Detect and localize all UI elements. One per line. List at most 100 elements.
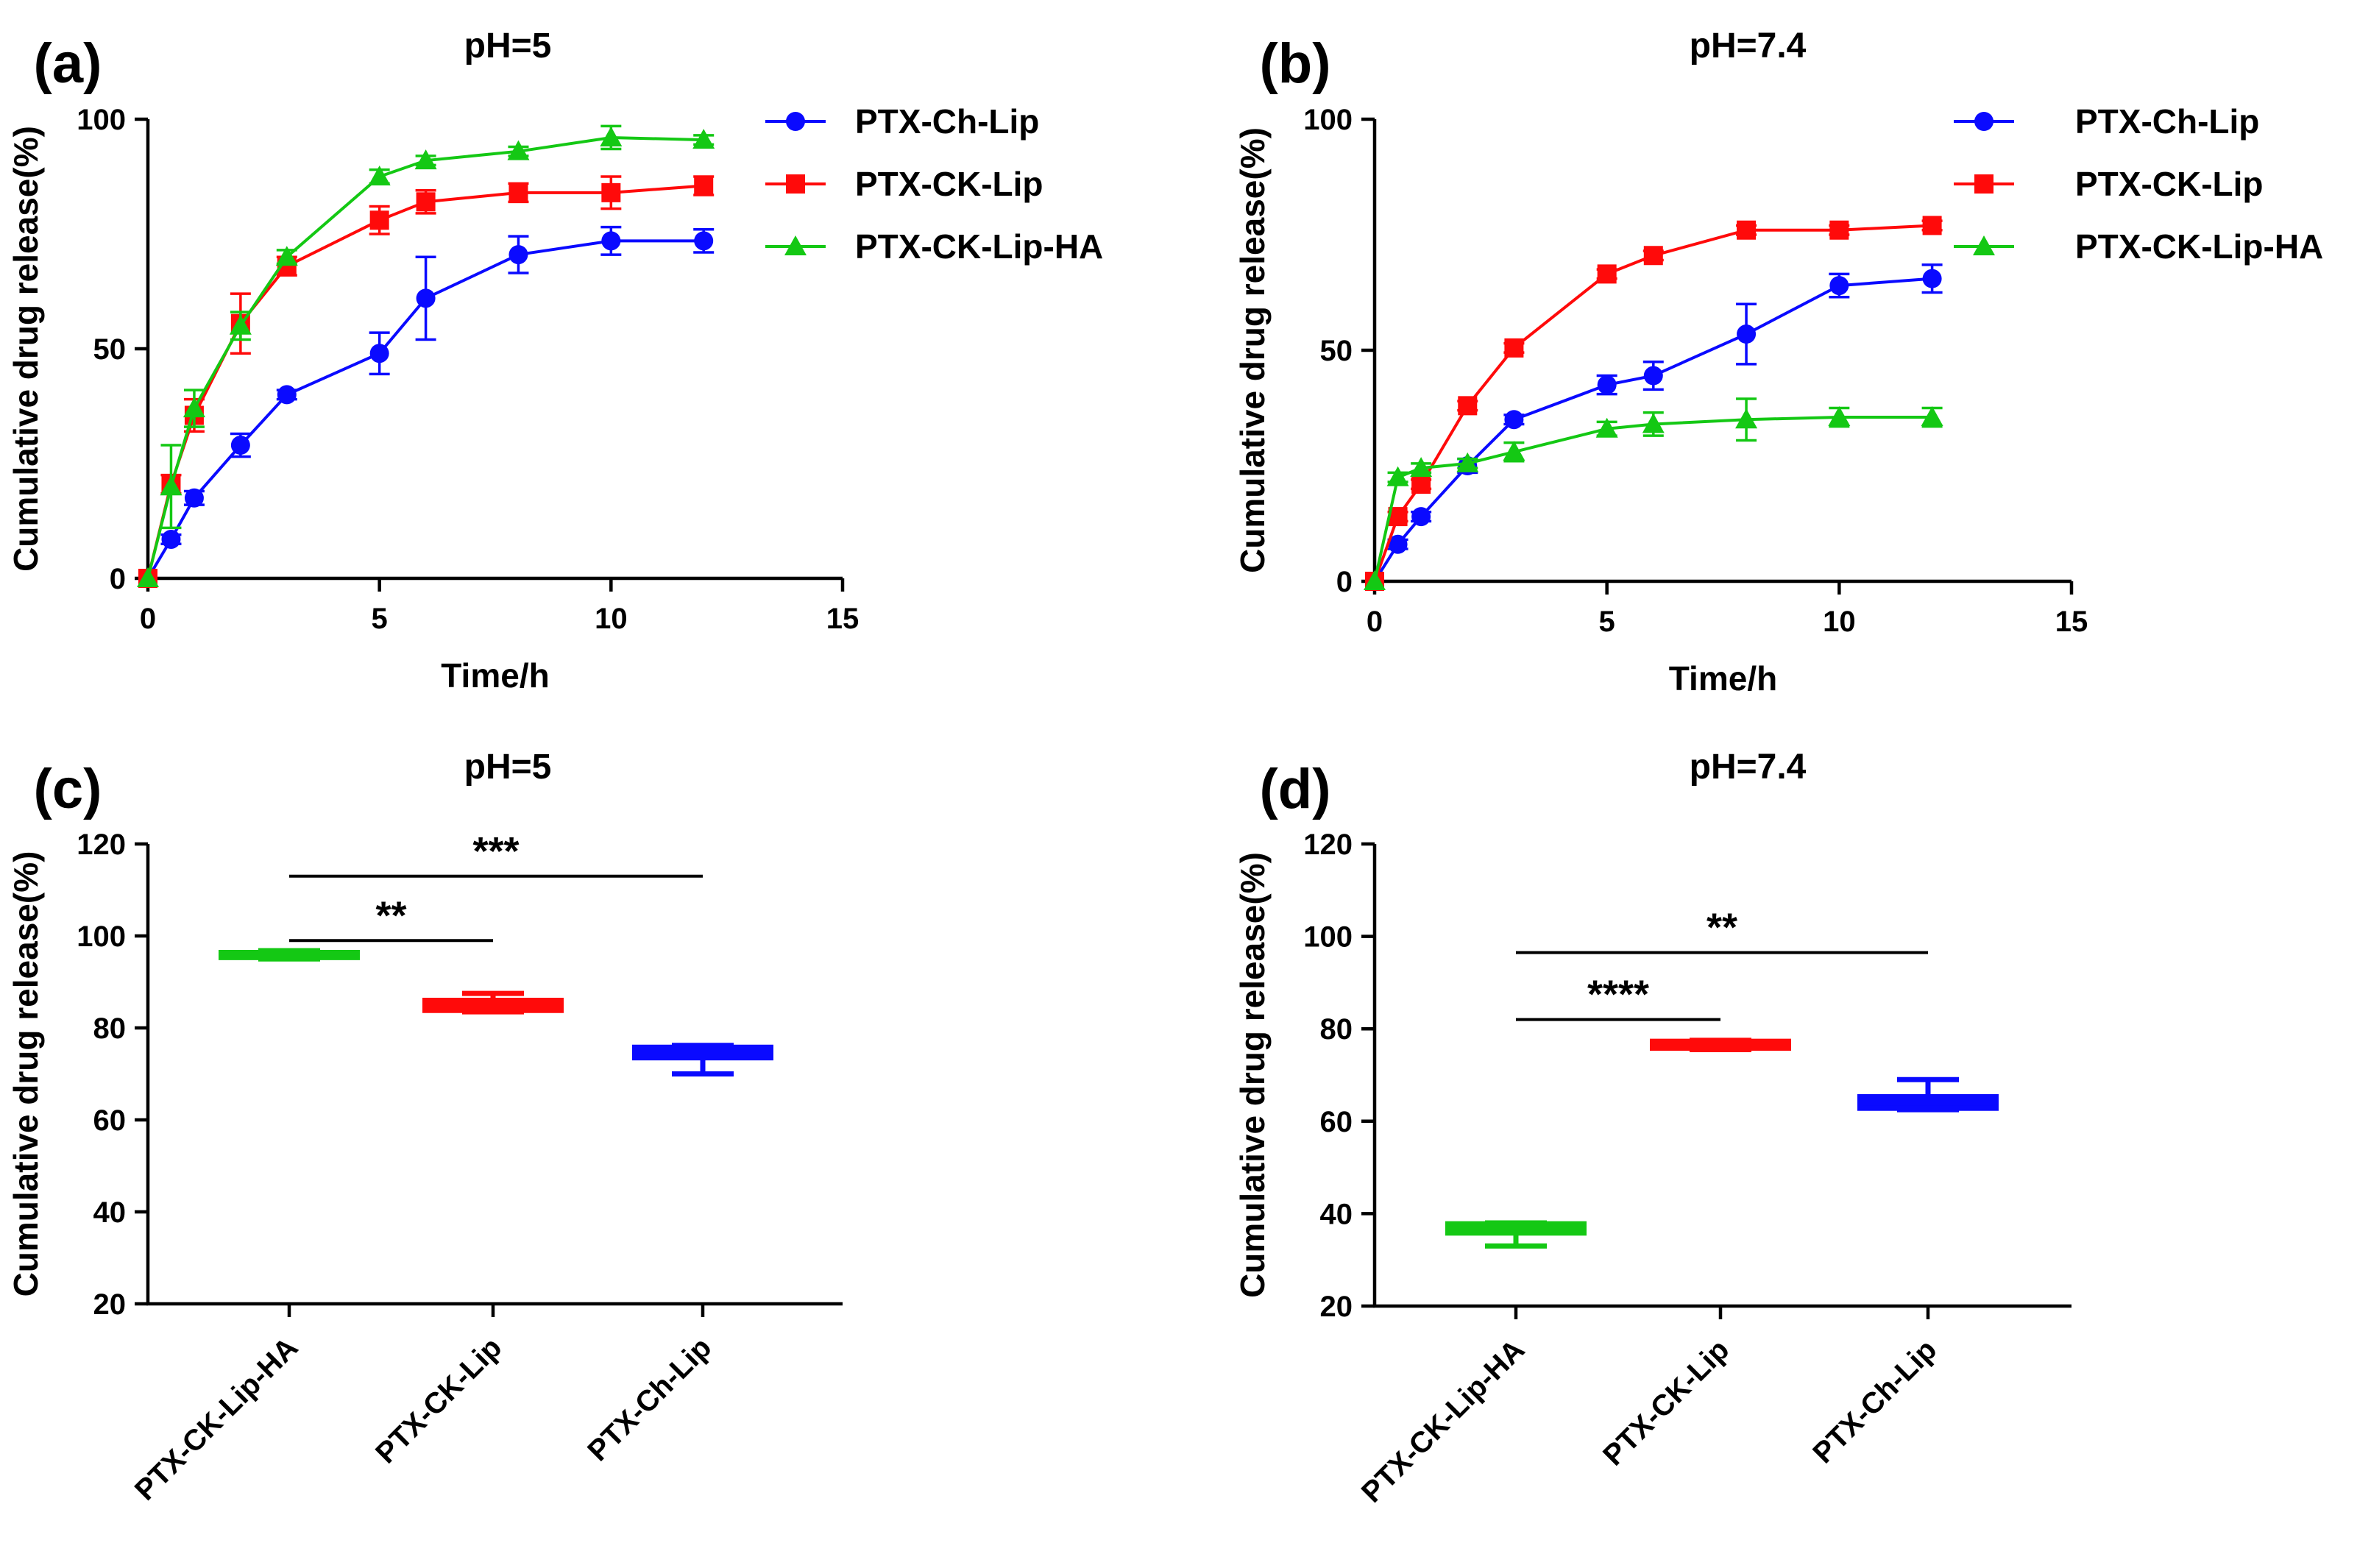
data-point	[1642, 413, 1665, 433]
data-point	[1458, 396, 1478, 416]
y-tick-label: 100	[77, 104, 126, 136]
data-point	[1828, 406, 1851, 427]
y-tick-label: 20	[93, 1288, 127, 1321]
legend-label: PTX-Ch-Lip	[2075, 102, 2259, 141]
y-tick-label: 80	[1320, 1013, 1353, 1046]
legend-marker	[1973, 235, 1995, 255]
legend-entry: PTX-CK-Lip	[1954, 165, 2264, 203]
legend-label: PTX-Ch-Lip	[855, 102, 1039, 141]
x-tick-label: 5	[1599, 606, 1615, 638]
data-point	[694, 231, 714, 251]
data-point	[692, 129, 715, 149]
chart-title: pH=7.4	[1690, 26, 1807, 65]
data-point	[1597, 264, 1617, 284]
series-PTX-CK-Lip-HA	[137, 124, 715, 587]
chart-title: pH=7.4	[1690, 748, 1807, 787]
legend-label: PTX-CK-Lip	[2075, 165, 2264, 203]
x-tick-label: 10	[595, 603, 628, 635]
y-tick-label: 60	[93, 1104, 127, 1137]
legend-entry: PTX-CK-Lip-HA	[765, 227, 1103, 266]
data-point	[229, 314, 252, 335]
data-point	[161, 529, 181, 549]
x-category-label: PTX-CK-Lip	[1597, 1333, 1735, 1472]
data-point	[1922, 216, 1942, 235]
x-tick-label: 15	[2055, 606, 2088, 638]
data-point	[368, 166, 391, 185]
legend-label: PTX-CK-Lip-HA	[2075, 227, 2323, 266]
chart-panel-a: (a) pH=5 0 50 100 Cumulative drug release(%) 0…	[7, 26, 1103, 695]
chart-panel-c: (c) pH=5 20 40 60 80 100 120 Cumulative drug rel…	[7, 748, 843, 1507]
data-point	[1411, 507, 1431, 527]
data-point	[160, 475, 182, 496]
x-axis-title: Time/h	[1669, 659, 1777, 698]
data-point	[1456, 452, 1479, 472]
y-axis-title: Cumulative drug release(%)	[1233, 127, 1272, 573]
data-point	[1829, 220, 1849, 240]
chart-title: pH=5	[464, 748, 552, 787]
significance-label: **	[1707, 906, 1737, 950]
significance-label: ****	[1587, 973, 1649, 1017]
legend-marker	[786, 174, 805, 194]
x-tick-label: 15	[826, 603, 860, 635]
legend-entry: PTX-CK-Lip-HA	[1954, 227, 2323, 266]
data-point	[1503, 441, 1525, 461]
x-tick-label: 0	[1367, 606, 1383, 638]
y-tick-label: 0	[110, 563, 126, 595]
y-tick-label: 50	[93, 333, 127, 366]
data-point	[416, 192, 436, 212]
x-tick-label: 5	[372, 603, 388, 635]
legend-entry: PTX-Ch-Lip	[765, 102, 1039, 141]
y-tick-label: 100	[1303, 921, 1353, 954]
data-point	[414, 149, 437, 170]
legend-label: PTX-CK-Lip-HA	[855, 227, 1103, 266]
x-category-label: PTX-Ch-Lip	[581, 1331, 717, 1467]
panel-label: (b)	[1259, 32, 1330, 95]
panel-label: (d)	[1259, 758, 1330, 820]
chart-panel-d: (d) pH=7.4 20 40 60 80 100 120 Cumulative drug r…	[1233, 748, 2071, 1509]
data-point	[137, 567, 159, 587]
data-point	[1364, 570, 1386, 590]
y-axis-title: Cumulative drug release(%)	[7, 851, 45, 1297]
y-tick-label: 100	[77, 920, 126, 953]
data-point	[507, 140, 530, 160]
data-point	[601, 182, 621, 202]
series-line	[1373, 416, 1932, 582]
legend-marker	[784, 235, 807, 255]
box-PTX-CK-Lip	[422, 990, 564, 1015]
legend-entry: PTX-CK-Lip	[765, 165, 1043, 203]
series-line	[146, 184, 704, 579]
series-PTX-CK-Lip	[138, 175, 715, 588]
data-point	[275, 246, 298, 266]
box-PTX-Ch-Lip	[632, 1043, 773, 1076]
data-point	[1829, 276, 1849, 296]
data-point	[1643, 366, 1663, 386]
x-tick-label: 0	[140, 603, 156, 635]
y-tick-label: 80	[93, 1012, 127, 1045]
x-category-label: PTX-CK-Lip-HA	[129, 1331, 304, 1506]
y-tick-label: 20	[1320, 1291, 1353, 1323]
series-PTX-Ch-Lip	[138, 225, 715, 588]
significance-label: **	[375, 893, 406, 937]
data-point	[1597, 375, 1617, 395]
legend-label: PTX-CK-Lip	[855, 165, 1043, 203]
y-tick-label: 120	[1303, 829, 1353, 861]
y-tick-label: 60	[1320, 1106, 1353, 1138]
significance-label: ***	[472, 829, 519, 873]
x-category-label: PTX-CK-Lip	[369, 1331, 508, 1469]
data-point	[1388, 534, 1408, 554]
series-PTX-CK-Lip	[1365, 216, 1943, 591]
box-PTX-CK-Lip-HA	[1445, 1220, 1587, 1249]
x-category-label: PTX-CK-Lip-HA	[1355, 1333, 1531, 1508]
data-point	[1922, 269, 1942, 288]
data-point	[1737, 220, 1757, 240]
data-point	[1410, 457, 1433, 478]
data-point	[1504, 410, 1524, 430]
data-point	[601, 231, 621, 251]
series-line	[1373, 224, 1932, 582]
data-point	[1386, 466, 1409, 486]
series-line	[146, 239, 704, 580]
y-tick-label: 100	[1303, 104, 1353, 136]
data-point	[1504, 338, 1524, 358]
